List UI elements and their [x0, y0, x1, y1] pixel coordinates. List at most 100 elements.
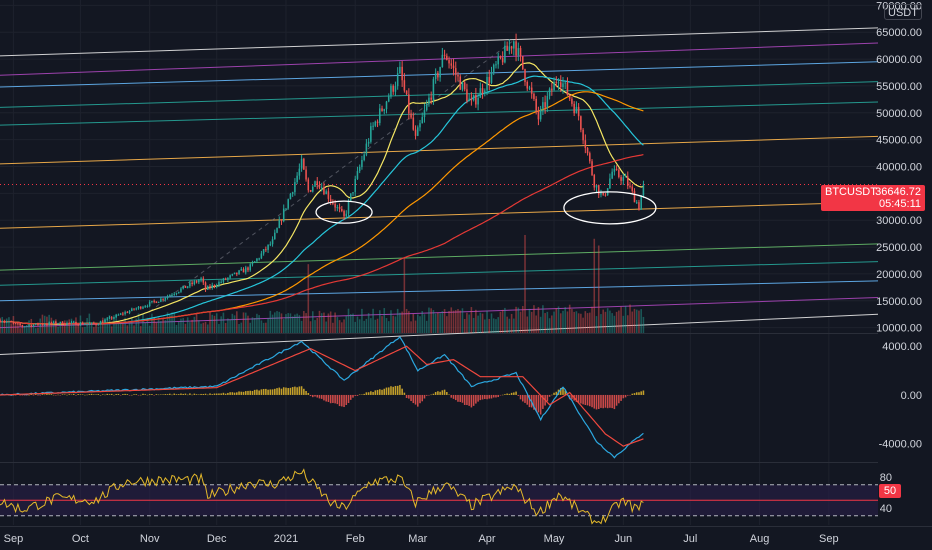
price-tick-label: 20000.00 [876, 269, 922, 281]
volume-bar [269, 310, 272, 333]
candle-body [64, 324, 66, 326]
volume-bar [559, 313, 562, 333]
volume-bar [508, 318, 511, 333]
macd-histogram-bar [546, 394, 549, 402]
volume-bar [139, 326, 142, 333]
volume-bar [618, 310, 620, 333]
time-tick-label: May [544, 533, 565, 545]
macd-histogram-bar [110, 393, 113, 395]
volume-bar [249, 322, 252, 333]
candle-body [363, 154, 365, 160]
volume-bar [242, 312, 245, 333]
volume-bar [490, 313, 493, 333]
candle-body [521, 56, 524, 70]
volume-bar [526, 316, 529, 333]
volume-bar [408, 311, 410, 333]
macd-histogram-bar [539, 394, 542, 415]
candle-body [12, 322, 15, 324]
candle-body [577, 106, 580, 117]
volume-bar [414, 320, 417, 333]
macd-histogram-bar [195, 394, 198, 395]
macd-histogram-bar [361, 394, 363, 395]
candle-body [638, 202, 640, 210]
candle-body [488, 76, 491, 83]
macd-histogram-bar [383, 388, 386, 395]
macd-histogram-bar [144, 394, 146, 395]
volume-bar [615, 311, 618, 333]
macd-histogram-bar [515, 391, 517, 395]
macd-histogram-bar [548, 394, 551, 397]
candle-body [169, 295, 171, 297]
candle-body [461, 82, 464, 90]
channel-line [0, 201, 879, 229]
candle-body [441, 54, 444, 68]
macd-histogram-bar [249, 390, 252, 395]
time-axis[interactable]: Sep Oct Nov Dec 2021 Feb Mar Apr May Jun Jul Aug Sep [0, 526, 932, 550]
macd-histogram-bar [298, 386, 301, 395]
macd-histogram-bar [327, 394, 330, 402]
macd-histogram-bar [439, 391, 441, 395]
macd-histogram-bar [131, 394, 133, 396]
candle-body [374, 121, 377, 126]
volume-bar [314, 320, 316, 333]
volume-bar [202, 322, 205, 333]
volume-bar [504, 307, 506, 333]
candle-body [470, 98, 473, 101]
volume-bar [50, 317, 53, 333]
candle-body [104, 319, 106, 323]
candle-body [1, 321, 4, 323]
volume-bar [394, 316, 397, 333]
macd-histogram-bar [428, 394, 430, 396]
macd-histogram-bar [526, 394, 529, 405]
macd-histogram-bar [609, 394, 611, 408]
macd-histogram-bar [153, 394, 155, 396]
macd-histogram-bar [287, 388, 289, 395]
candle-body [122, 313, 124, 315]
macd-histogram-bar [604, 394, 607, 408]
candle-body [48, 322, 50, 325]
macd-histogram-bar [133, 394, 135, 395]
candle-body [307, 179, 310, 191]
candle-body [240, 268, 243, 271]
candle-body [365, 143, 368, 155]
volume-bar [629, 304, 631, 333]
candle-body [75, 322, 77, 325]
volume-bar [609, 310, 611, 333]
macd-histogram-bar [278, 387, 281, 395]
price-tick-label: 45000.00 [876, 135, 922, 147]
candle-body [79, 322, 82, 325]
volume-bar [12, 316, 15, 333]
volume-bar [182, 318, 184, 333]
volume-bar [361, 308, 363, 333]
volume-bar [14, 323, 17, 333]
volume-bar [251, 317, 254, 333]
candle-body [329, 198, 332, 202]
volume-bar [577, 313, 580, 333]
candle-body [580, 116, 582, 130]
macd-histogram-bar [434, 391, 437, 395]
channel-lines [0, 27, 879, 355]
candle-body [86, 323, 88, 325]
candle-body [296, 175, 298, 183]
candle-body [564, 82, 567, 84]
candle-body [372, 125, 374, 127]
currency-badge[interactable]: USDT [884, 4, 922, 20]
volume-bar [446, 316, 448, 333]
macd-histogram-bar [635, 392, 638, 395]
volume-bar [287, 313, 289, 333]
channel-line [0, 280, 879, 302]
macd-histogram-bar [157, 394, 160, 396]
macd-histogram-bar [517, 394, 520, 396]
candle-body [59, 321, 62, 324]
price-axis[interactable]: 70000.00 65000.00 60000.00 55000.00 50000.00… [876, 0, 932, 550]
volume-bar [0, 317, 1, 333]
volume-bar [450, 307, 453, 333]
volume-bar [240, 322, 243, 333]
candle-body [131, 308, 133, 311]
volume-bar [533, 305, 535, 333]
candle-body [452, 65, 455, 69]
macd-histogram-bar [19, 394, 21, 396]
volume-bar [542, 305, 544, 333]
volume-bar [441, 311, 444, 333]
